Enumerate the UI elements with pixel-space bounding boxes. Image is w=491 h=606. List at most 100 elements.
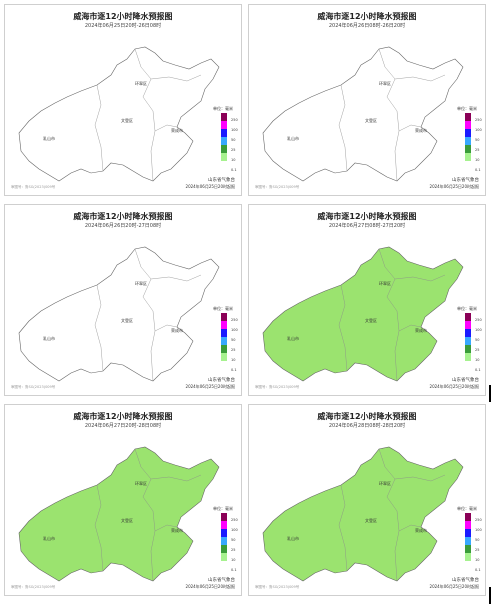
district-boundary: [94, 484, 104, 572]
legend-tick-label: 250: [231, 518, 238, 522]
legend-tick-label: 0.1: [475, 568, 481, 572]
forecast-panel: 威海市逐12小时降水预报图 2024年06月25日20时-26日08时 环翠区文…: [4, 4, 242, 196]
district-boundary: [338, 84, 348, 172]
district-boundary: [338, 284, 348, 372]
legend-color-bar: [465, 113, 471, 161]
region-label: 文登区: [365, 317, 377, 323]
legend-tick-label: 50: [475, 338, 480, 342]
panel-time-range: 2024年06月27日08时-27日20时: [328, 223, 406, 229]
panel-title: 威海市逐12小时降水预报图: [73, 12, 173, 21]
map-approval-number: 审图号：鲁SG(2023)009号: [11, 185, 56, 189]
legend-tick-label: 0.1: [231, 568, 237, 572]
district-boundary: [394, 474, 446, 482]
legend-swatch: [465, 129, 471, 137]
forecast-panel: 威海市逐12小时降水预报图 2024年06月27日20时-28日08时 环翠区文…: [4, 404, 242, 596]
issuer-label: 山东省气象台: [452, 378, 479, 383]
region-label: 文登区: [121, 117, 133, 123]
district-boundary: [150, 74, 202, 82]
divider-mark: [489, 587, 491, 604]
map-approval-number: 审图号：鲁SG(2023)009号: [255, 385, 300, 389]
legend-unit: 单位：毫米: [213, 306, 233, 311]
rain-area: [262, 246, 464, 382]
legend-tick-label: 0.1: [475, 168, 481, 172]
legend-swatch: [221, 129, 227, 137]
forecast-panel: 威海市逐12小时降水预报图 2024年06月28日08时-28日20时 环翠区文…: [248, 404, 486, 596]
map-approval-number: 审图号：鲁SG(2023)009号: [11, 585, 56, 589]
issue-time: 2024年06月25日20时起报: [429, 184, 479, 189]
legend-tick-label: 100: [475, 328, 482, 332]
legend-color-bar: [221, 113, 227, 161]
legend-swatch: [221, 353, 227, 361]
legend-tick-label: 10: [475, 158, 480, 162]
district-boundary: [150, 274, 202, 282]
legend-color-bar: [221, 513, 227, 561]
legend-tick-label: 0.1: [475, 368, 481, 372]
forecast-panel: 威海市逐12小时降水预报图 2024年06月26日08时-26日20时 环翠区文…: [248, 4, 486, 196]
legend-swatch: [465, 545, 471, 553]
district-boundary: [378, 248, 400, 382]
issuer-label: 山东省气象台: [452, 178, 479, 183]
legend-swatch: [465, 113, 471, 121]
legend-unit: 单位：毫米: [213, 106, 233, 111]
legend-swatch: [465, 137, 471, 145]
legend-tick-label: 250: [475, 318, 482, 322]
legend-tick-label: 250: [231, 318, 238, 322]
region-label: 环翠区: [379, 81, 391, 86]
legend-tick-label: 100: [475, 128, 482, 132]
forecast-panel: 威海市逐12小时降水预报图 2024年06月26日20时-27日08时 环翠区文…: [4, 204, 242, 396]
district-boundary: [150, 474, 202, 482]
legend-swatch: [221, 313, 227, 321]
district-boundary: [134, 48, 156, 182]
legend-swatch: [465, 321, 471, 329]
legend-unit: 单位：毫米: [457, 506, 477, 511]
region-label: 荣成市: [171, 327, 183, 333]
map-approval-number: 审图号：鲁SG(2023)009号: [11, 385, 56, 389]
legend-swatch: [465, 329, 471, 337]
panel-time-range: 2024年06月28日08时-28日20时: [328, 423, 406, 429]
region-label: 乳山市: [43, 135, 55, 141]
legend-swatch: [221, 145, 227, 153]
legend-tick-label: 25: [231, 348, 236, 352]
legend-swatch: [465, 313, 471, 321]
map-approval-number: 审图号：鲁SG(2023)009号: [255, 585, 300, 589]
region-label: 乳山市: [287, 335, 299, 341]
legend-tick-label: 100: [231, 128, 238, 132]
legend-swatch: [221, 521, 227, 529]
legend-tick-label: 50: [231, 138, 236, 142]
legend-unit: 单位：毫米: [457, 106, 477, 111]
legend-tick-label: 10: [231, 358, 236, 362]
panel-title: 威海市逐12小时降水预报图: [317, 12, 417, 21]
district-boundary: [134, 248, 156, 382]
region-label: 文登区: [121, 517, 133, 523]
legend-unit: 单位：毫米: [457, 306, 477, 311]
legend-swatch: [465, 529, 471, 537]
legend-tick-label: 0.1: [231, 368, 237, 372]
legend-swatch: [465, 337, 471, 345]
district-boundary: [134, 448, 156, 582]
legend-color-bar: [465, 513, 471, 561]
district-boundary: [398, 324, 422, 332]
legend-tick-label: 10: [231, 558, 236, 562]
legend-swatch: [221, 337, 227, 345]
district-boundary: [154, 524, 178, 532]
panel-title: 威海市逐12小时降水预报图: [73, 212, 173, 221]
issue-time: 2024年06月25日20时起报: [185, 384, 235, 389]
panel-time-range: 2024年06月25日20时-26日08时: [84, 23, 162, 29]
legend-swatch: [465, 353, 471, 361]
legend-unit: 单位：毫米: [213, 506, 233, 511]
legend-swatch: [221, 137, 227, 145]
issue-time: 2024年06月25日20时起报: [429, 584, 479, 589]
district-boundary: [338, 484, 348, 572]
legend-tick-label: 10: [475, 558, 480, 562]
region-label: 环翠区: [135, 81, 147, 86]
map-approval-number: 审图号：鲁SG(2023)009号: [255, 185, 300, 189]
region-label: 荣成市: [415, 527, 427, 533]
issuer-label: 山东省气象台: [208, 178, 235, 183]
issuer-label: 山东省气象台: [452, 578, 479, 583]
legend-tick-label: 250: [475, 118, 482, 122]
panel-time-range: 2024年06月27日20时-28日08时: [84, 423, 162, 429]
